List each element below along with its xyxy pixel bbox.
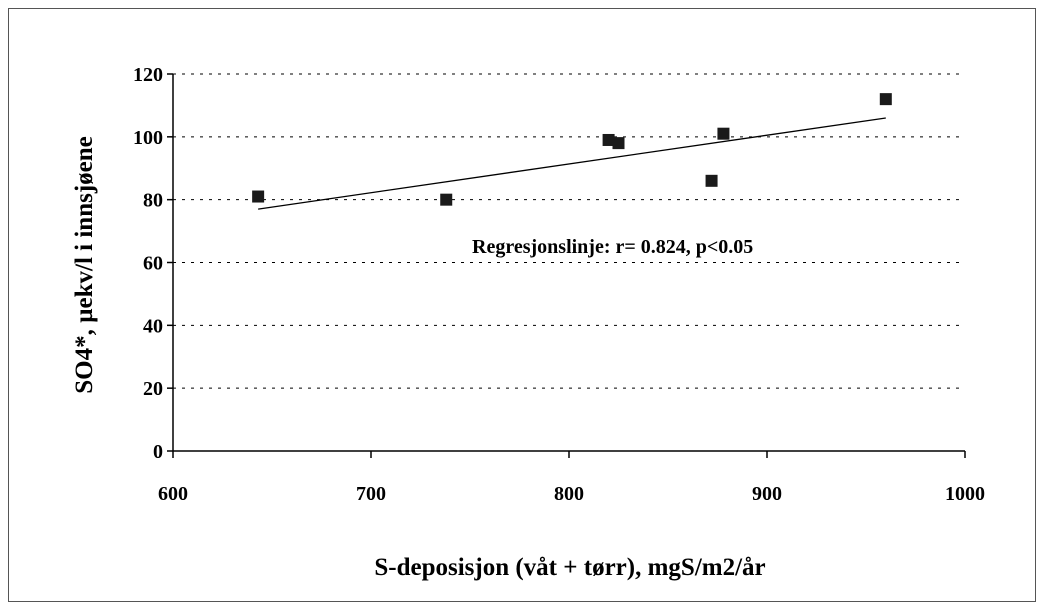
regression-line	[258, 117, 886, 210]
y-tick-label: 40	[143, 315, 163, 337]
regression-line-group	[258, 117, 886, 210]
y-tick-label: 100	[133, 127, 163, 149]
y-tick-label: 60	[143, 253, 163, 275]
data-point	[879, 93, 892, 106]
y-tick-labels: 0 20 40 60 80 100 120	[133, 64, 163, 463]
data-points	[252, 93, 892, 206]
x-tick-label: 900	[752, 483, 782, 505]
y-tick-label: 120	[133, 64, 163, 86]
y-tick-label: 80	[143, 190, 163, 212]
y-axis-title: SO4*, µekv/l i innsjøene	[71, 136, 98, 394]
x-tick-label: 700	[356, 483, 386, 505]
x-tick-label: 1000	[945, 483, 985, 505]
data-point	[440, 193, 453, 206]
axes	[167, 73, 966, 458]
data-point	[602, 133, 615, 146]
data-point	[717, 127, 730, 140]
data-point	[612, 137, 625, 150]
grid-lines	[173, 73, 965, 389]
y-tick-label: 0	[153, 441, 163, 463]
x-tick-labels: 600 700 800 900 1000	[158, 483, 985, 505]
chart-frame	[8, 8, 1036, 602]
regression-annotation: Regresjonslinje: r= 0.824, p<0.05	[472, 236, 753, 258]
y-tick-label: 20	[143, 378, 163, 400]
x-axis-title: S-deposisjon (våt + tørr), mgS/m2/år	[374, 554, 765, 581]
x-tick-label: 800	[554, 483, 584, 505]
x-tick-label: 600	[158, 483, 188, 505]
data-point	[252, 190, 265, 203]
data-point	[705, 174, 718, 187]
